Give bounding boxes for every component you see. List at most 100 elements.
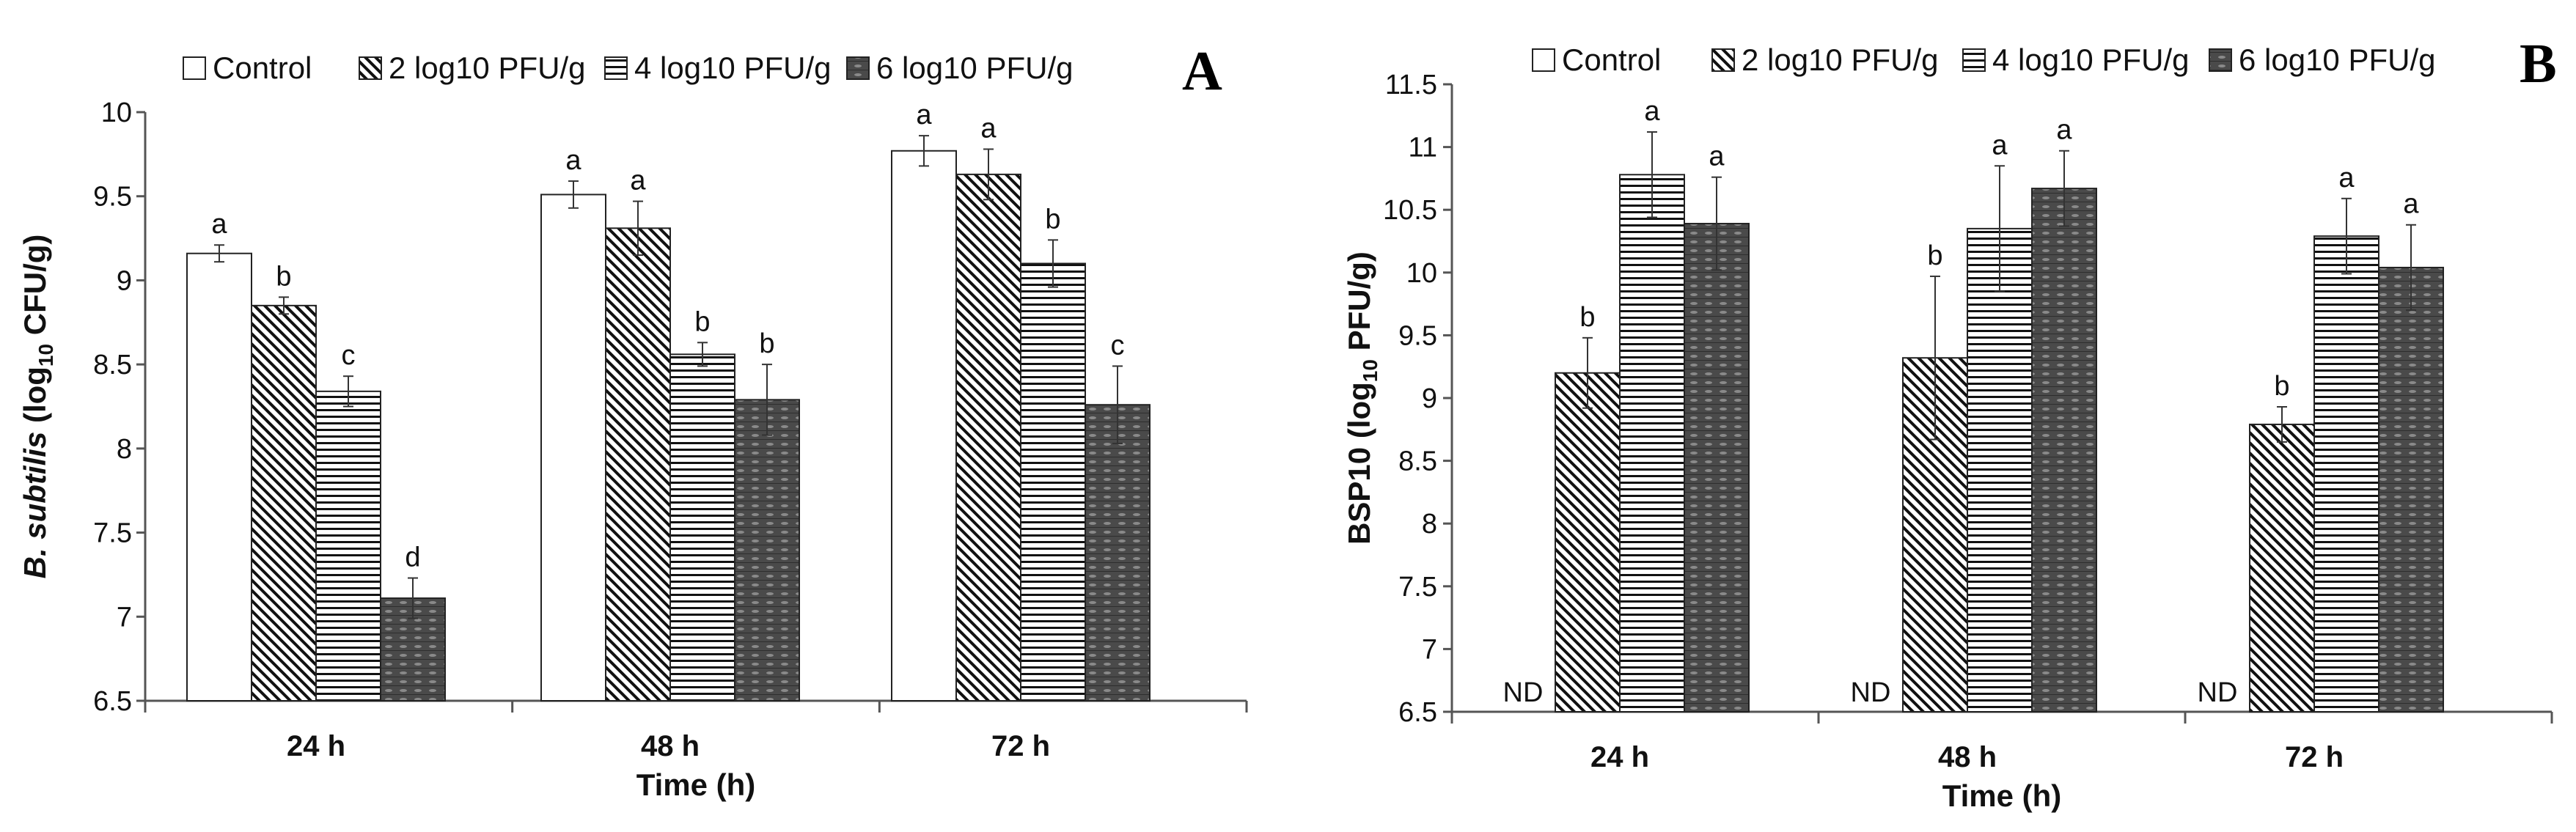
panel-b-significance-letter: a <box>2403 189 2419 220</box>
panel-b-bar-phage6 <box>2031 188 2097 713</box>
panel-b-nd-label: ND <box>1851 677 1891 708</box>
legend-a-phage4-label: 4 log10 PFU/g <box>634 51 832 85</box>
legend-b: Control 2 log10 PFU/g 4 log10 PFU/g 6 lo… <box>1532 43 2436 77</box>
panel-b-bar-phage6 <box>1684 223 1750 713</box>
panel-b-ytick-label: 6.5 <box>1398 697 1437 728</box>
panel-b-bar-phage2 <box>2249 423 2315 713</box>
panel-a-significance-letter: b <box>1045 204 1060 235</box>
panel-a-significance-letter: a <box>980 113 997 144</box>
panel-b-letter: B <box>2520 33 2557 95</box>
legend-a-control-swatch <box>183 56 206 80</box>
panel-a-category-label: 72 h <box>991 730 1050 762</box>
panel-a-bar-phage2 <box>251 304 317 702</box>
panel-b-significance-letter: b <box>1579 302 1595 333</box>
panel-a-significance-letter: a <box>630 166 646 196</box>
panel-a-significance-letter: c <box>342 340 356 371</box>
panel-a-bar-phage6 <box>1085 404 1151 702</box>
legend-b-phage6-label: 6 log10 PFU/g <box>2239 43 2436 77</box>
panel-b-y-axis-title-main: BSP10 (log <box>1342 382 1376 545</box>
panel-b: 6.5 7 7.5 8 8.5 9 9.5 10 10.5 11 11.5 24 h 48 h 72 h N… <box>1342 70 2553 813</box>
panel-b-significance-letter: b <box>2274 371 2289 402</box>
panel-b-ytick-label: 8 <box>1422 509 1437 540</box>
panel-b-y-axis-title: BSP10 (log10 PFU/g) <box>1342 251 1381 545</box>
panel-a-significance-letter: b <box>694 306 710 337</box>
panel-b-bar-phage4 <box>1967 227 2033 713</box>
legend-a-phage2-label: 2 log10 PFU/g <box>389 51 586 85</box>
legend-a-phage6-swatch <box>846 56 870 80</box>
panel-b-x-axis-title: Time (h) <box>1942 778 2062 813</box>
panel-b-y-axis-title-subscript: 10 <box>1359 359 1381 382</box>
panel-a-y-axis-title-italic: B. subtilis <box>18 432 52 579</box>
panel-b-bar-phage6 <box>2378 266 2444 713</box>
panel-a-significance-letter: b <box>759 328 774 359</box>
legend-b-control-swatch <box>1532 48 1555 72</box>
panel-b-y-axis-title-suffix: PFU/g) <box>1342 251 1376 359</box>
panel-b-category-label: 72 h <box>2285 741 2344 773</box>
panel-a-significance-letter: b <box>276 261 291 292</box>
panel-a-bar-phage6 <box>734 399 800 702</box>
panel-b-ytick-label: 10.5 <box>1383 195 1437 226</box>
legend-b-control-label: Control <box>1562 43 1661 77</box>
panel-b-significance-letter: a <box>2056 115 2072 146</box>
panel-b-ytick-label: 7.5 <box>1398 572 1437 603</box>
legend-a-control-label: Control <box>213 51 312 85</box>
panel-a-significance-letter: c <box>1111 330 1125 361</box>
panel-b-significance-letter: a <box>1709 141 1725 172</box>
panel-b-ytick-label: 8.5 <box>1398 446 1437 477</box>
legend-b-phage6-swatch <box>2209 48 2232 72</box>
panel-b-significance-letter: b <box>1927 240 1942 271</box>
panel-a-category-label: 24 h <box>287 730 345 762</box>
panel-a-y-axis-title-suffix: CFU/g) <box>18 235 52 344</box>
panel-b-nd-label: ND <box>1503 677 1544 708</box>
legend-b-phage4-label: 4 log10 PFU/g <box>1992 43 2190 77</box>
panel-b-category-label: 24 h <box>1590 741 1649 773</box>
panel-a: 6.5 7 7.5 8 8.5 9 9.5 10 24 h 48 h 72 h a a a b a a c b b d b… <box>18 97 1248 802</box>
panel-a-ytick-label: 9.5 <box>93 182 132 213</box>
panel-b-ytick-label: 10 <box>1406 258 1437 289</box>
legend-a-phage4-swatch <box>604 56 628 80</box>
panel-a-bar-phage2 <box>955 173 1021 702</box>
panel-a-bar-phage4 <box>669 353 735 702</box>
panel-a-y-axis-title-main: (log <box>18 367 52 432</box>
panel-a-ytick-label: 7 <box>117 602 132 633</box>
panel-a-x-axis-title: Time (h) <box>636 767 756 802</box>
panel-b-nd-label: ND <box>2198 677 2238 708</box>
panel-a-y-axis-title: B. subtilis (log10 CFU/g) <box>18 235 57 579</box>
panel-a-bar-phage4 <box>315 390 381 702</box>
legend-b-phage2-label: 2 log10 PFU/g <box>1742 43 1939 77</box>
panel-a-ytick-label: 7.5 <box>93 518 132 549</box>
legend-a-phage6-label: 6 log10 PFU/g <box>876 51 1074 85</box>
panel-b-significance-letter: a <box>1992 130 2008 161</box>
panel-a-significance-letter: a <box>211 209 227 240</box>
panel-b-ytick-label: 11 <box>1409 133 1437 163</box>
panel-b-bar-phage4 <box>2313 235 2379 713</box>
legend-a-phage2-swatch <box>359 56 382 80</box>
panel-a-bar-control <box>891 150 957 702</box>
panel-a-significance-letter: d <box>405 542 420 573</box>
panel-a-category-label: 48 h <box>641 730 700 762</box>
panel-b-category-label: 48 h <box>1938 741 1997 773</box>
legend-b-phage2-swatch <box>1711 48 1735 72</box>
panel-a-ytick-label: 8.5 <box>93 350 132 380</box>
panel-a-ytick-label: 9 <box>117 265 132 296</box>
legend-b-phage4-swatch <box>1962 48 1986 72</box>
panel-a-y-axis-title-subscript: 10 <box>34 344 57 367</box>
panel-a-bar-control <box>540 194 606 702</box>
panel-a-bar-phage2 <box>605 227 671 702</box>
panel-b-ytick-label: 9.5 <box>1398 320 1437 351</box>
panel-a-bar-control <box>186 252 252 702</box>
panel-a-ytick-label: 6.5 <box>93 686 132 717</box>
panel-b-ytick-label: 7 <box>1422 634 1437 665</box>
panel-b-ytick-label: 11.5 <box>1385 70 1437 100</box>
panel-b-bar-phage2 <box>1555 372 1621 713</box>
panel-a-ytick-label: 8 <box>117 434 132 465</box>
panel-a-bar-phage4 <box>1020 262 1086 702</box>
panel-a-significance-letter: a <box>916 100 932 130</box>
legend-a: Control 2 log10 PFU/g 4 log10 PFU/g 6 lo… <box>183 51 1074 85</box>
panel-b-significance-letter: a <box>2338 163 2355 194</box>
panel-b-significance-letter: a <box>1644 96 1660 127</box>
panel-a-letter: A <box>1182 40 1222 102</box>
panel-b-bar-phage4 <box>1619 174 1685 713</box>
panel-a-ytick-label: 10 <box>101 97 132 128</box>
